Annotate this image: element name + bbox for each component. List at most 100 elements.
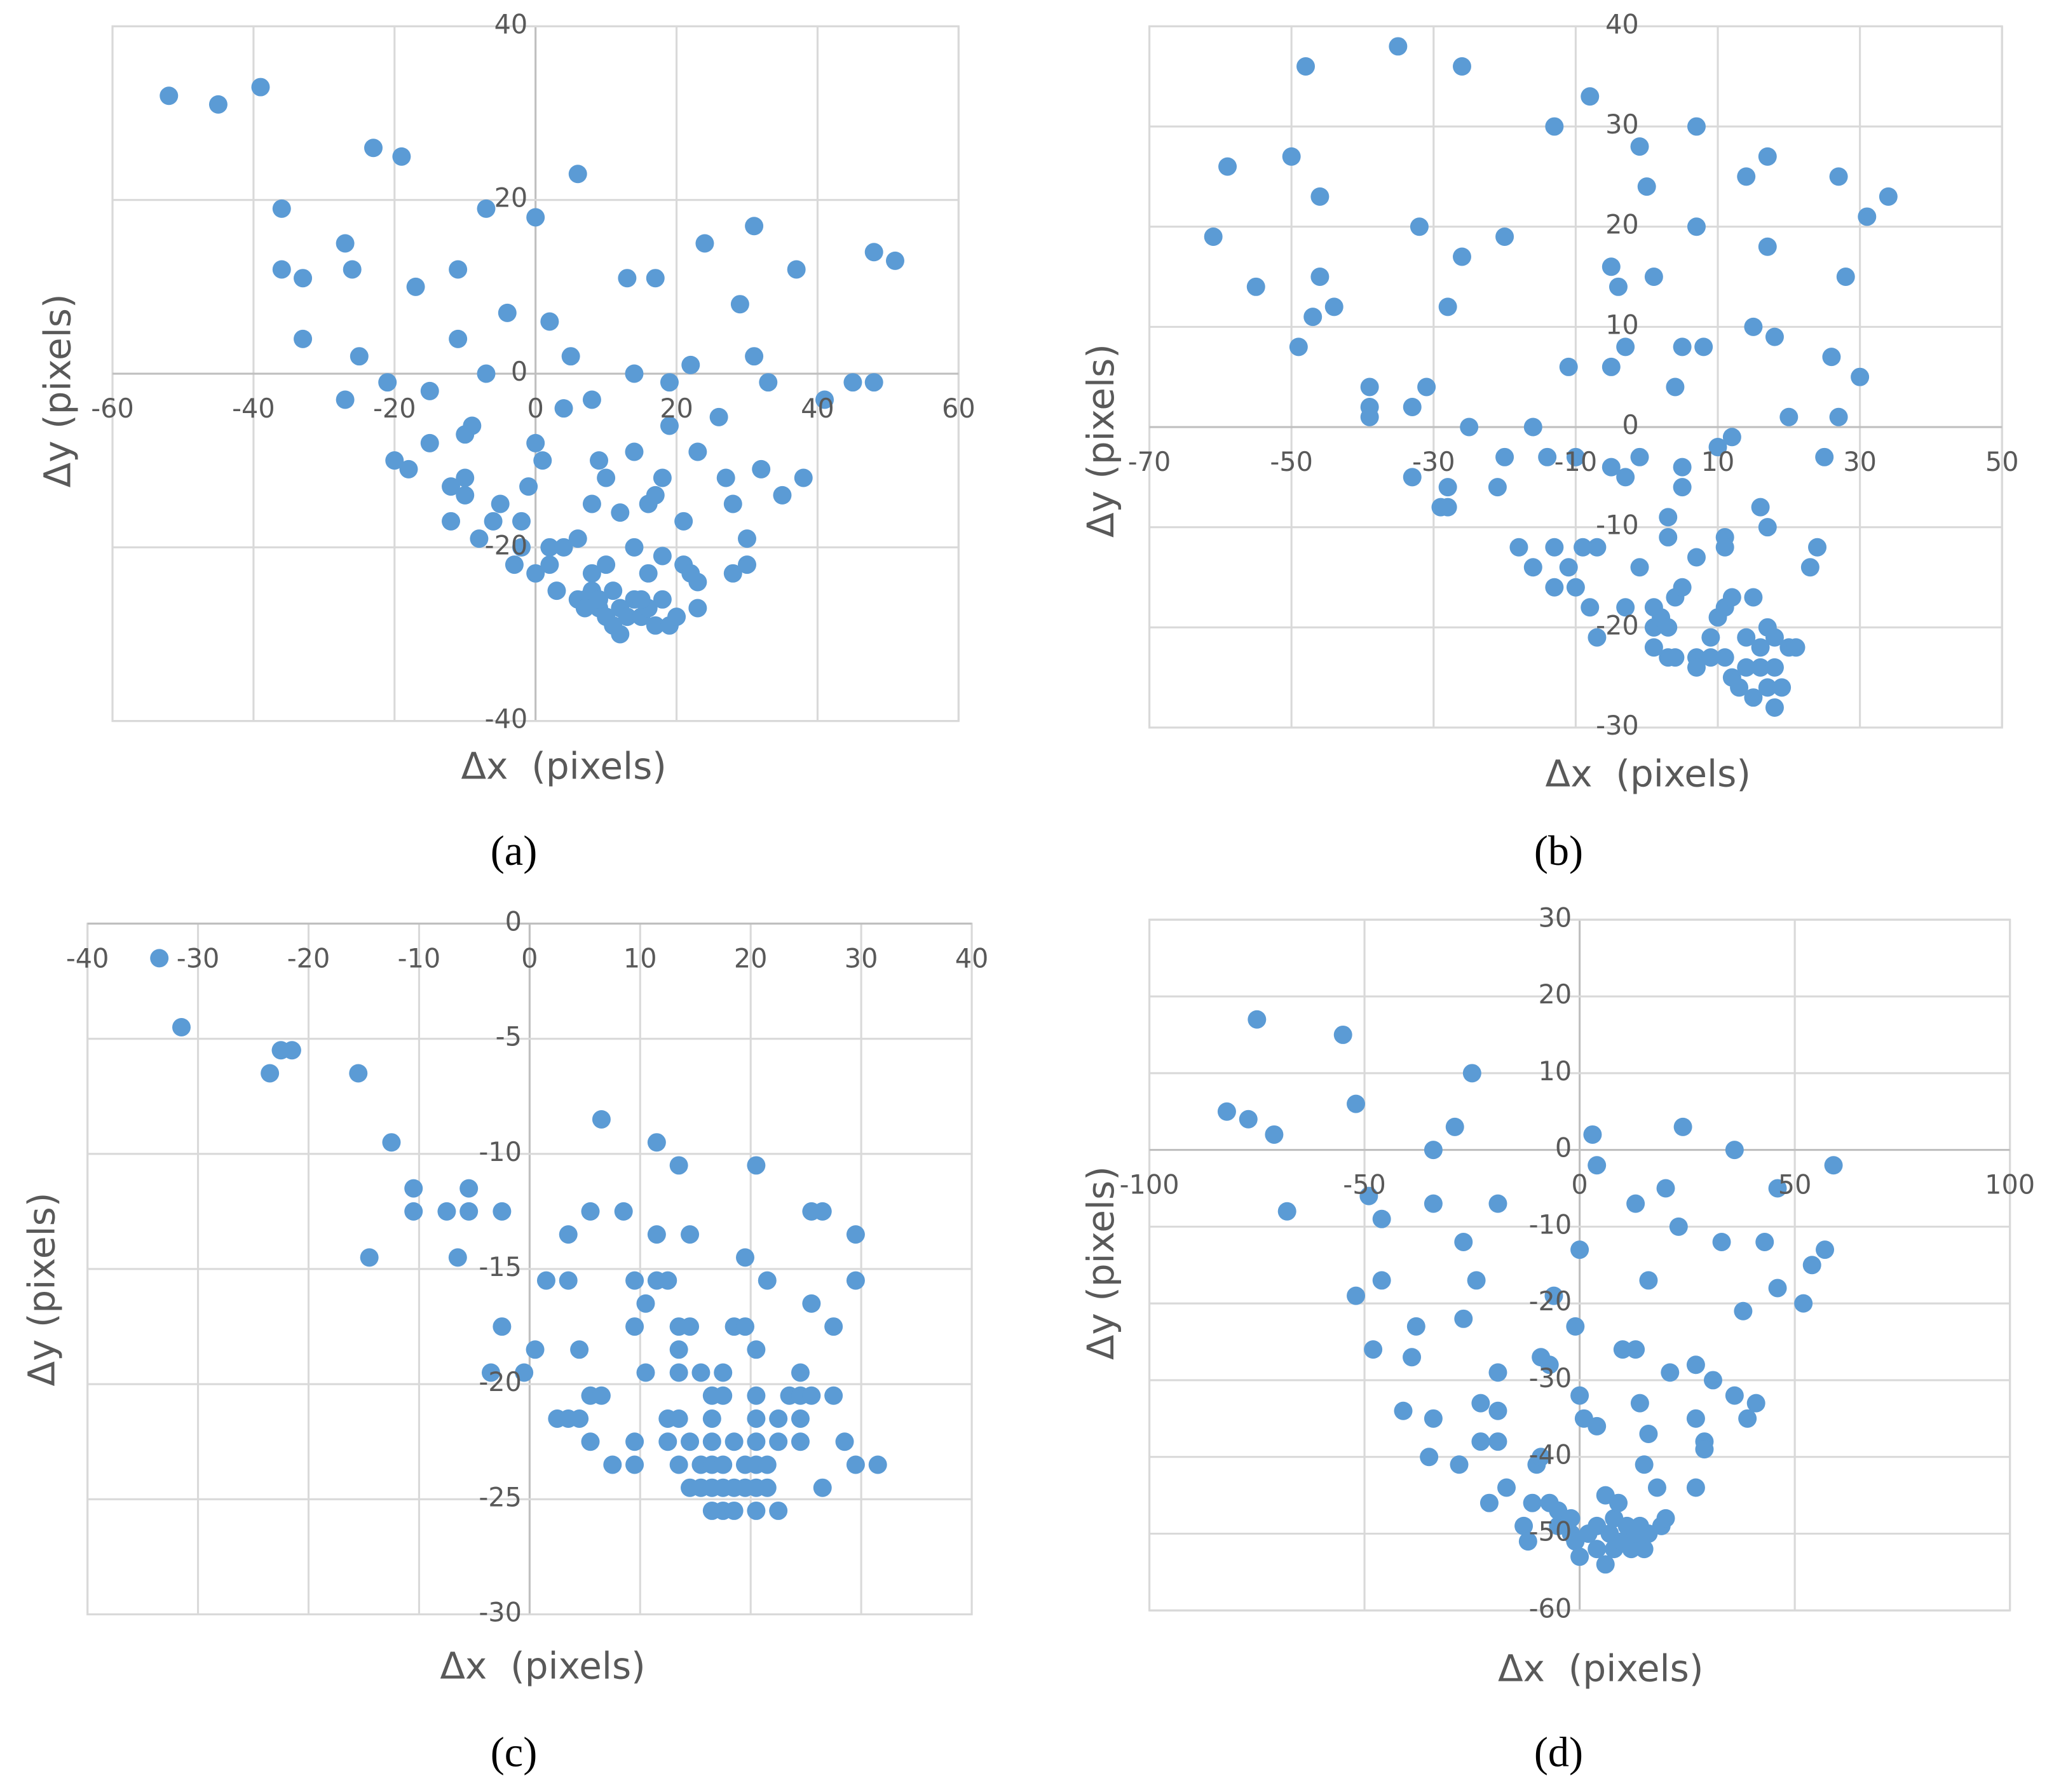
x-tick-label: 40 xyxy=(801,393,834,424)
point xyxy=(669,1455,688,1474)
point xyxy=(724,1501,744,1520)
point xyxy=(864,373,883,392)
point xyxy=(1545,117,1564,136)
point xyxy=(714,1455,733,1474)
point xyxy=(1794,1294,1813,1313)
point xyxy=(745,347,764,366)
y-tick-label: -20 xyxy=(1596,610,1639,641)
point xyxy=(597,468,616,487)
point xyxy=(512,538,531,557)
y-tick-label: 20 xyxy=(1539,979,1572,1010)
point xyxy=(618,608,637,627)
point xyxy=(294,269,313,288)
point xyxy=(582,390,601,409)
point xyxy=(1471,1432,1490,1451)
point xyxy=(448,1248,467,1267)
point xyxy=(568,529,587,548)
point xyxy=(769,1409,788,1428)
point xyxy=(498,303,517,322)
point xyxy=(669,1363,688,1382)
point xyxy=(1239,1110,1258,1129)
x-tick-label: -40 xyxy=(232,393,275,424)
point xyxy=(540,312,559,331)
point xyxy=(1545,538,1564,557)
point xyxy=(846,1271,865,1290)
point xyxy=(636,1294,655,1313)
point xyxy=(1217,1102,1236,1121)
point xyxy=(1420,1448,1439,1467)
point xyxy=(1417,377,1436,397)
point xyxy=(1786,638,1806,657)
point xyxy=(559,1271,578,1290)
point xyxy=(540,538,559,557)
point xyxy=(787,260,806,279)
point xyxy=(1616,337,1635,356)
point xyxy=(1497,1478,1516,1497)
y-tick-label: -10 xyxy=(479,1137,522,1167)
point xyxy=(1816,1240,1835,1259)
y-tick-label: -40 xyxy=(1529,1440,1572,1470)
point xyxy=(674,512,693,531)
point xyxy=(723,494,742,513)
point xyxy=(1737,628,1756,647)
point xyxy=(1453,57,1471,76)
point xyxy=(653,468,672,487)
point xyxy=(1518,1532,1537,1551)
point xyxy=(647,1133,666,1152)
point xyxy=(1630,447,1649,466)
point xyxy=(1588,1540,1607,1559)
point xyxy=(336,234,355,253)
point xyxy=(559,1225,578,1244)
point xyxy=(1523,417,1542,437)
panel-label: (a) xyxy=(491,828,538,874)
point xyxy=(1570,1386,1589,1405)
point xyxy=(824,1317,843,1336)
point xyxy=(1802,1256,1821,1275)
point xyxy=(1694,337,1713,356)
x-tick-label: 10 xyxy=(623,943,657,974)
point xyxy=(1673,458,1692,477)
point xyxy=(1635,1455,1654,1474)
point xyxy=(456,468,475,487)
y-tick-label: -50 xyxy=(1529,1516,1572,1547)
point xyxy=(1403,1348,1422,1367)
x-tick-label: 30 xyxy=(1843,447,1877,477)
point xyxy=(843,373,862,392)
point xyxy=(1673,578,1692,597)
point xyxy=(813,1478,832,1497)
point xyxy=(1602,458,1621,477)
point xyxy=(1545,578,1564,597)
point xyxy=(1372,1209,1391,1228)
point xyxy=(1758,678,1777,697)
point xyxy=(406,277,425,296)
point xyxy=(382,1133,401,1152)
point xyxy=(160,86,179,105)
point xyxy=(597,555,616,574)
x-tick-label: 0 xyxy=(521,943,538,974)
point xyxy=(590,451,609,470)
point xyxy=(336,390,355,409)
point xyxy=(758,1271,777,1290)
point xyxy=(1450,1455,1469,1474)
point xyxy=(759,373,778,392)
point xyxy=(1289,337,1308,356)
point xyxy=(758,1478,777,1497)
point xyxy=(1588,1156,1607,1175)
point xyxy=(846,1225,865,1244)
point xyxy=(646,616,665,635)
point xyxy=(1438,297,1457,316)
point xyxy=(745,217,764,236)
y-axis-title: Δy (pixels) xyxy=(36,294,79,487)
point xyxy=(1687,117,1706,136)
y-tick-label: 30 xyxy=(1539,902,1572,933)
point xyxy=(1438,498,1457,517)
y-tick-label: -20 xyxy=(1529,1286,1572,1317)
x-tick-label: 20 xyxy=(734,943,768,974)
x-tick-label: 50 xyxy=(1778,1170,1812,1200)
point xyxy=(1403,397,1422,416)
point xyxy=(1523,558,1542,577)
point xyxy=(282,1041,301,1060)
point xyxy=(1744,688,1763,707)
point xyxy=(459,1179,479,1198)
